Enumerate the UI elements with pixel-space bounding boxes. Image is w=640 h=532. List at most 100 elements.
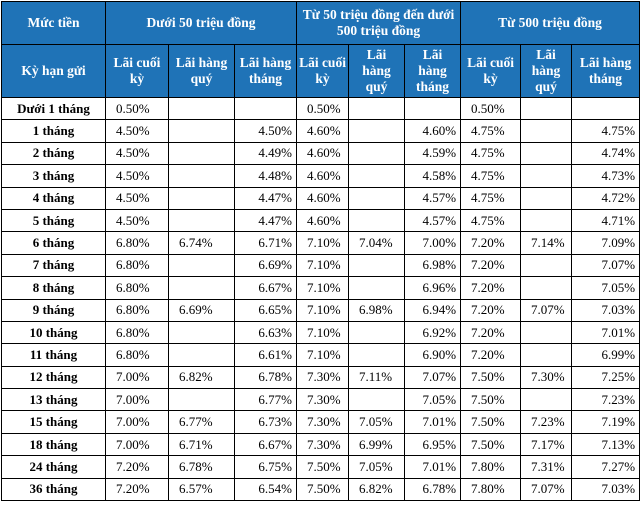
rate-cell [348,141,406,166]
rate-cell: 4.75% [460,141,522,166]
rate-cell: 7.20% [105,477,169,502]
rate-cell: 7.10% [296,276,350,300]
rate-cell: 6.73% [233,410,298,434]
term-cell: Dưới 1 tháng [1,96,106,121]
rate-cell [520,164,573,188]
rate-cell: 7.07% [520,298,573,322]
rate-cell: 7.07% [404,365,462,390]
term-cell: 3 tháng [1,164,106,188]
rate-cell [348,343,406,367]
rate-cell: 6.94% [404,298,462,322]
table-row: 15 tháng 7.00% 6.77% 6.73% 7.30% 7.05% 7.01% 7.… [1,410,640,434]
rate-cell: 7.80% [460,455,522,479]
rate-cell: 6.78% [168,455,235,479]
subheader-end-of-term: Lãi cuối kỳ [296,44,350,98]
rate-cell: 6.71% [168,432,235,457]
rate-cell: 6.69% [233,253,298,278]
rate-cell: 4.73% [571,164,640,188]
rate-cell: 4.75% [460,208,522,233]
term-cell: 12 tháng [1,365,106,390]
group-header-under-50m: Dưới 50 triệu đồng [104,1,298,45]
rate-cell: 4.71% [571,208,640,233]
rate-cell: 4.75% [460,119,522,143]
table-row: 8 tháng 6.80% 6.67% 7.10% 6.96% 7.20% 7.05% [1,276,640,300]
rate-cell [520,119,573,143]
term-header: Kỳ hạn gửi [1,44,106,98]
rate-cell: 7.07% [571,253,640,278]
rate-cell: 7.01% [571,320,640,345]
rate-cell: 6.80% [105,298,169,322]
rate-cell [168,276,235,300]
rate-cell [168,320,235,345]
subheader-monthly: Lãi hàng tháng [404,44,462,98]
subheader-end-of-term: Lãi cuối kỳ [460,44,522,98]
rate-cell: 4.50% [105,164,169,188]
table-row: 9 tháng 6.80% 6.69% 6.65% 7.10% 6.98% 6.94% 7.2… [1,298,640,322]
rate-cell: 7.20% [460,231,522,255]
subheader-monthly: Lãi hàng tháng [233,44,298,98]
rate-cell: 4.75% [460,186,522,210]
rate-cell: 7.05% [571,276,640,300]
rate-cell: 7.50% [460,388,522,412]
rate-cell [168,119,235,143]
rate-cell: 7.04% [348,231,406,255]
rate-cell: 6.80% [105,231,169,255]
rate-cell: 6.78% [233,365,298,390]
rate-cell [520,208,573,233]
rate-cell: 6.80% [105,343,169,367]
table-row: 4 tháng 4.50% 4.47% 4.60% 4.57% 4.75% 4.72% [1,186,640,210]
group-header-50m-to-500m: Từ 50 triệu đồng đến dưới 500 triệu đồng [296,1,462,45]
rate-cell [520,141,573,166]
rate-cell: 4.58% [404,164,462,188]
table-row: 11 tháng 6.80% 6.61% 7.10% 6.90% 7.20% 6.99% [1,343,640,367]
table-row: 18 tháng 7.00% 6.71% 6.67% 7.30% 6.99% 6.95% 7.… [1,432,640,457]
term-cell: 11 tháng [1,343,106,367]
rate-cell: 6.80% [105,276,169,300]
table-row: 10 tháng 6.80% 6.63% 7.10% 6.92% 7.20% 7.01% [1,320,640,345]
rate-cell: 7.11% [348,365,406,390]
interest-rate-table: Mức tiền Dưới 50 triệu đồng Từ 50 triệu … [1,1,640,502]
rate-cell: 4.75% [571,119,640,143]
rate-cell: 7.30% [520,365,573,390]
rate-cell: 6.80% [105,253,169,278]
rate-cell [571,96,640,121]
rate-cell: 7.00% [105,432,169,457]
rate-cell: 4.72% [571,186,640,210]
subheader-quarterly: Lãi hàng quý [168,44,235,98]
rate-cell [348,119,406,143]
rate-cell: 6.82% [168,365,235,390]
rate-cell: 7.27% [571,455,640,479]
rate-cell: 0.50% [460,96,522,121]
rate-cell: 4.59% [404,141,462,166]
rate-cell: 7.10% [296,343,350,367]
subheader-end-of-term: Lãi cuối kỳ [105,44,169,98]
rate-cell [520,186,573,210]
rate-cell [348,164,406,188]
rate-cell: 4.50% [105,186,169,210]
table-row: 3 tháng 4.50% 4.48% 4.60% 4.58% 4.75% 4.73% [1,164,640,188]
rate-cell: 4.48% [233,164,298,188]
rate-cell: 6.74% [168,231,235,255]
rate-cell: 4.50% [105,141,169,166]
table-header: Mức tiền Dưới 50 triệu đồng Từ 50 triệu … [1,1,640,98]
rate-cell: 6.67% [233,432,298,457]
table-row: Dưới 1 tháng 0.50% 0.50% 0.50% [1,96,640,121]
rate-cell: 7.17% [520,432,573,457]
rate-cell: 7.20% [460,320,522,345]
rate-cell [520,388,573,412]
rate-cell: 6.90% [404,343,462,367]
rate-cell: 7.00% [105,388,169,412]
rate-cell: 4.57% [404,208,462,233]
rate-cell: 4.74% [571,141,640,166]
rate-cell: 6.99% [348,432,406,457]
rate-cell: 4.60% [296,186,350,210]
rate-cell: 7.01% [404,455,462,479]
rate-cell: 4.50% [233,119,298,143]
group-header-over-500m: Từ 500 triệu đồng [460,1,640,45]
table-row: 7 tháng 6.80% 6.69% 7.10% 6.98% 7.20% 7.07% [1,253,640,278]
rate-cell: 7.20% [460,276,522,300]
rate-cell: 4.50% [105,119,169,143]
table-body: Dưới 1 tháng 0.50% 0.50% 0.50% 1 tháng 4.50% 4… [1,96,640,502]
rate-cell [233,96,298,121]
rate-cell: 6.77% [233,388,298,412]
